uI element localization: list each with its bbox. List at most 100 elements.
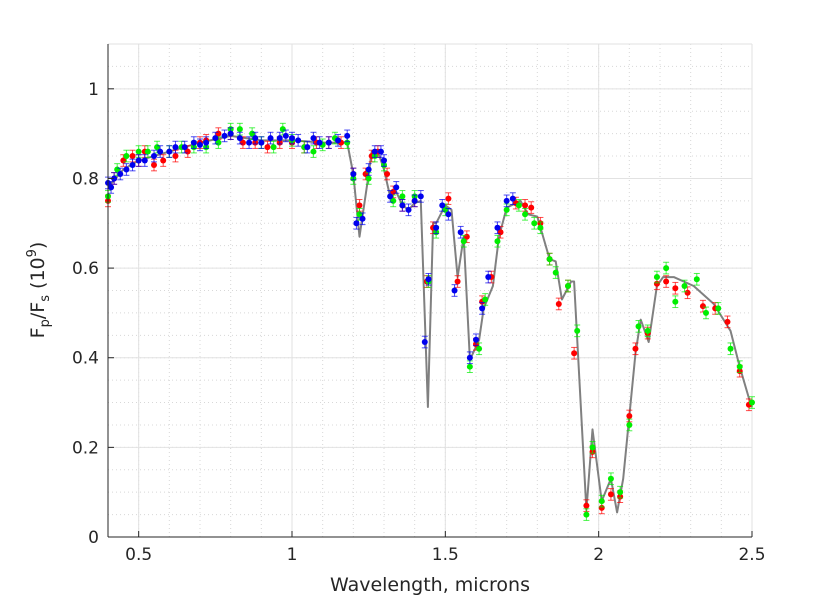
data-point-blue [157,148,164,155]
data-point-green [703,309,709,316]
data-point-green [466,363,473,370]
data-point-blue [304,144,311,151]
data-point-green [365,175,372,182]
data-point-green [476,345,483,352]
data-point-green [144,148,151,155]
data-point-blue [129,162,136,169]
data-point-blue [172,144,179,151]
data-point-blue [197,141,203,148]
data-point-red [607,491,614,498]
data-point-green [344,139,351,146]
data-point-blue [203,139,210,146]
data-point-green [574,327,581,334]
data-point-blue [445,211,452,218]
data-point-blue [276,135,283,142]
data-point-red [356,202,363,209]
data-point-green [715,305,722,312]
data-point-red [454,278,461,285]
data-point-green [135,148,142,155]
data-point-green [626,421,633,428]
data-point-blue [353,220,360,227]
y-tick-label: 0 [88,528,99,548]
data-point-red [555,300,562,307]
data-point-red [598,504,605,511]
x-tick-label: 1 [287,545,298,565]
data-point-green [310,148,317,155]
data-point-green [515,202,522,209]
data-point-blue [252,135,259,142]
data-point-blue [335,137,341,144]
data-point-green [635,323,642,330]
data-point-red [528,204,535,211]
data-point-blue [221,132,228,139]
data-point-blue [411,197,418,204]
y-tick-label: 1 [88,80,99,100]
data-point-green [598,498,605,505]
model-line [107,134,753,514]
y-tick-label: 0.8 [72,169,99,189]
data-point-green [681,283,688,290]
data-point-blue [212,135,219,142]
data-point-blue [350,170,357,177]
x-axis-label: Wavelength, microns [330,574,530,596]
data-point-blue [473,336,479,343]
data-point-green [270,144,277,151]
data-point-blue [405,206,412,213]
data-point-blue [344,132,351,139]
data-point-red [445,195,452,202]
data-point-red [264,144,271,151]
data-point-blue [479,305,486,312]
y-tick-label: 0.4 [72,349,99,369]
data-point-blue [371,148,378,155]
data-point-blue [258,139,265,146]
data-point-blue [181,144,188,151]
x-tick-label: 2 [593,545,604,565]
data-point-red [384,170,391,177]
data-point-green [663,265,670,272]
data-point-blue [166,148,173,155]
data-point-blue [227,130,234,137]
data-point-blue [135,157,142,164]
data-point-green [617,489,624,496]
data-point-green [583,511,590,518]
data-point-green [503,206,510,213]
data-point-red [583,502,590,509]
data-point-green [522,211,529,218]
data-point-red [632,345,639,352]
data-point-red [571,350,578,357]
data-point-red [129,153,136,160]
data-point-blue [377,148,384,155]
data-point-green [399,193,406,200]
data-point-blue [289,135,295,142]
data-point-blue [111,175,118,182]
data-point-green [236,126,243,133]
model-line-path [107,134,753,514]
data-point-blue [485,274,492,281]
data-point-blue [393,184,400,191]
data-point-red [699,303,706,310]
data-point-blue [108,184,115,191]
data-point-blue [295,137,302,144]
data-point-blue [509,195,516,202]
data-point-red [522,202,529,209]
data-point-blue [439,202,446,209]
data-point-green [589,444,596,451]
data-point-green [482,296,489,303]
data-point-green [736,363,743,370]
data-point-blue [316,139,323,146]
data-point-green [653,274,660,281]
data-point-blue [457,229,464,236]
data-point-blue [425,276,432,283]
y-axis-label: Fp/Fs (109) [25,242,53,339]
x-tick-label: 1.5 [432,545,459,565]
data-point-blue [451,287,458,294]
data-point-green [565,283,571,290]
data-point-green [279,126,286,133]
series-blue [105,127,516,365]
data-point-blue [494,224,501,231]
series-red [105,127,752,515]
y-tick-label: 0.2 [72,438,99,458]
data-point-red [172,153,179,160]
data-point-red [684,289,691,296]
